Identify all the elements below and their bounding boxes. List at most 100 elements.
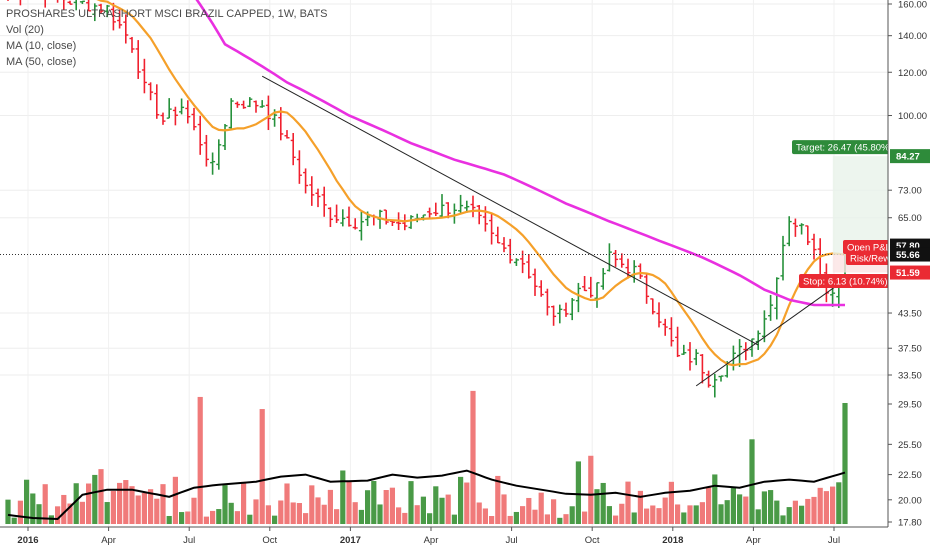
volume-bar xyxy=(451,514,457,524)
volume-bar xyxy=(774,500,780,524)
volume-bar xyxy=(396,507,402,524)
volume-bar xyxy=(73,483,79,524)
volume-bar xyxy=(433,486,439,524)
legend: PROSHARES ULTRASHORT MSCI BRAZIL CAPPED,… xyxy=(6,6,328,70)
time-tick-label: Apr xyxy=(746,535,761,546)
time-tick-label: Apr xyxy=(424,535,439,546)
volume-bar xyxy=(768,490,774,524)
volume-bar xyxy=(588,455,594,524)
volume-ma-line xyxy=(7,469,846,521)
volume-bar xyxy=(600,482,606,524)
volume-bar xyxy=(346,481,352,524)
volume-bar xyxy=(222,485,228,524)
stop-label-box xyxy=(799,274,889,288)
volume-bar xyxy=(309,485,315,524)
volume-tick-label: 22.50 xyxy=(898,470,922,481)
volume-bar xyxy=(210,510,216,524)
volume-bar xyxy=(327,489,333,524)
volume-bar xyxy=(737,494,743,524)
volume-bar xyxy=(470,390,476,524)
volume-bar xyxy=(699,502,705,524)
volume-bar xyxy=(17,500,23,524)
time-tick-label: 2017 xyxy=(340,535,361,546)
risk-reward-label-box xyxy=(846,251,890,265)
price-tick-label: 33.50 xyxy=(898,371,922,382)
volume-bar xyxy=(36,504,42,524)
volume-bar xyxy=(613,515,619,524)
volume-bar xyxy=(191,497,197,524)
price-tick-label: 140.00 xyxy=(898,31,927,42)
volume-bar xyxy=(86,483,92,524)
volume-bar xyxy=(631,512,637,524)
volume-bar xyxy=(172,476,178,524)
volume-tick-label: 17.80 xyxy=(898,518,922,529)
price-marker-entry-bg xyxy=(890,247,930,262)
volume-bar xyxy=(650,505,656,524)
volume-bar xyxy=(61,494,67,524)
volume-bar xyxy=(92,474,98,524)
volume-bar xyxy=(247,514,253,524)
volume-bar xyxy=(117,482,123,524)
chart-title: PROSHARES ULTRASHORT MSCI BRAZIL CAPPED,… xyxy=(6,8,328,20)
volume-bar xyxy=(458,476,464,524)
volume-bar xyxy=(761,491,767,524)
volume-bar xyxy=(817,487,823,524)
price-tick-label: 100.00 xyxy=(898,111,927,122)
volume-bar xyxy=(718,504,724,524)
volume-bar xyxy=(606,506,612,524)
volume-bar xyxy=(228,502,234,524)
time-tick-label: Oct xyxy=(262,535,277,546)
price-marker-target: 84.27 xyxy=(896,152,920,163)
legend-vol: Vol (20) xyxy=(6,24,44,36)
time-tick-label: Oct xyxy=(585,535,600,546)
volume-bar xyxy=(98,469,104,524)
volume-bar xyxy=(799,505,805,524)
volume-bar xyxy=(414,505,420,524)
volume-bar xyxy=(265,505,271,524)
open-pl-label-box xyxy=(843,240,889,254)
volume-bar xyxy=(507,515,513,524)
volume-bar xyxy=(216,509,222,524)
volume-bar xyxy=(383,490,389,524)
volume-bar xyxy=(551,499,557,524)
price-marker-entry: 55.66 xyxy=(896,250,920,261)
volume-bar xyxy=(427,513,433,524)
volume-tick-label: 29.50 xyxy=(898,400,922,411)
volume-bar xyxy=(352,502,358,524)
price-marker-stop: 51.59 xyxy=(896,268,920,279)
volume-bar xyxy=(712,474,718,524)
volume-bar xyxy=(557,517,563,524)
volume-bar xyxy=(420,496,426,524)
target-label: Target: 26.47 (45.80%) xyxy=(796,143,893,154)
volume-bar xyxy=(234,511,240,524)
volume-bar xyxy=(259,409,265,524)
price-tick-label: 73.00 xyxy=(898,186,922,197)
stop-label: Stop: 6.13 (10.74%) xyxy=(803,277,888,288)
price-tick-label: 37.50 xyxy=(898,344,922,355)
volume-bar xyxy=(575,461,581,524)
volume-bar xyxy=(662,497,668,524)
volume-bar xyxy=(482,508,488,524)
volume-bar xyxy=(675,504,681,524)
volume-bar xyxy=(272,515,278,524)
volume-bar xyxy=(687,505,693,524)
volume-bar xyxy=(637,490,643,524)
volume-bar xyxy=(439,497,445,524)
volume-bar xyxy=(5,499,11,524)
volume-bar xyxy=(495,475,501,524)
trendline xyxy=(261,75,759,346)
volume-bar xyxy=(805,498,811,524)
price-tick-label: 43.50 xyxy=(898,309,922,320)
price-marker-current: 57.80 xyxy=(896,241,920,252)
volume-bar xyxy=(315,497,321,524)
risk-reward-label: Risk/Rewa xyxy=(850,254,896,265)
volume-bar xyxy=(513,511,519,524)
volume-bar xyxy=(594,489,600,524)
volume-bar xyxy=(792,500,798,524)
volume-bar xyxy=(303,513,309,524)
volume-bar xyxy=(296,503,302,524)
ma50-line xyxy=(195,0,845,307)
